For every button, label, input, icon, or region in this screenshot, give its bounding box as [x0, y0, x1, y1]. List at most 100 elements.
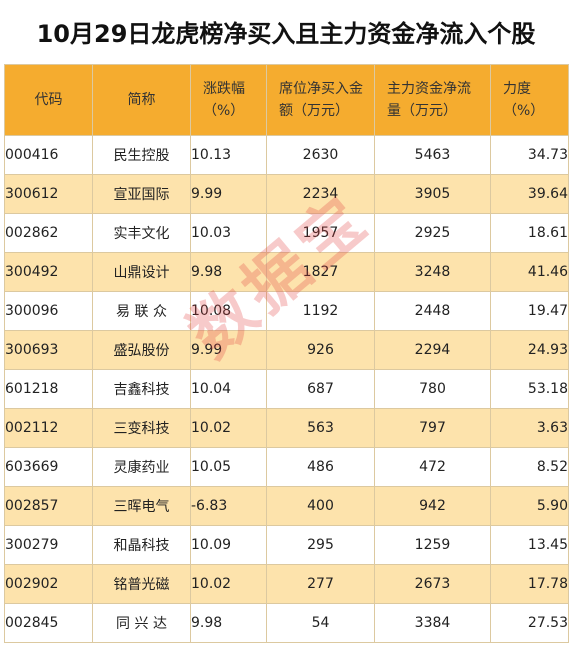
cell-force: 19.47 [490, 291, 569, 331]
cell-force: 5.90 [490, 486, 569, 526]
cell-main-flow: 2925 [374, 213, 491, 253]
cell-change: 10.02 [190, 564, 267, 604]
cell-code: 002112 [4, 408, 93, 448]
cell-name: 铭普光磁 [92, 564, 191, 604]
cell-code: 002862 [4, 213, 93, 253]
cell-change: 9.98 [190, 603, 267, 643]
cell-name: 山鼎设计 [92, 252, 191, 292]
cell-main-flow: 5463 [374, 135, 491, 175]
cell-code: 300693 [4, 330, 93, 370]
cell-main-flow: 942 [374, 486, 491, 526]
table-body: 000416 民生控股 10.13 2630 5463 34.73 300612 宣亚国际 9… [4, 135, 569, 643]
table-row: 603669 灵康药业 10.05 486 472 8.52 [4, 447, 569, 487]
cell-seat-buy: 54 [266, 603, 375, 643]
table-row: 002845 同 兴 达 9.98 54 3384 27.53 [4, 603, 569, 643]
cell-change: 9.99 [190, 330, 267, 370]
cell-code: 300492 [4, 252, 93, 292]
header-force: 力度 （%） [490, 64, 569, 136]
cell-code: 601218 [4, 369, 93, 409]
cell-seat-buy: 295 [266, 525, 375, 565]
table-row: 000416 民生控股 10.13 2630 5463 34.73 [4, 135, 569, 175]
header-name: 简称 [92, 64, 191, 136]
header-main-flow-l1: 主力资金净流 [387, 81, 471, 97]
cell-code: 300279 [4, 525, 93, 565]
cell-change: 9.99 [190, 174, 267, 214]
cell-seat-buy: 563 [266, 408, 375, 448]
table-row: 300693 盛弘股份 9.99 926 2294 24.93 [4, 330, 569, 370]
cell-force: 39.64 [490, 174, 569, 214]
cell-code: 300096 [4, 291, 93, 331]
cell-main-flow: 3384 [374, 603, 491, 643]
cell-seat-buy: 1957 [266, 213, 375, 253]
cell-name: 三晖电气 [92, 486, 191, 526]
cell-force: 53.18 [490, 369, 569, 409]
cell-force: 3.63 [490, 408, 569, 448]
header-row: 代码 简称 涨跌幅 （%） 席位净买入金 额（万元） 主力资金净流 量（万元） 力度 （… [4, 64, 569, 136]
table-row: 601218 吉鑫科技 10.04 687 780 53.18 [4, 369, 569, 409]
cell-force: 18.61 [490, 213, 569, 253]
cell-seat-buy: 1192 [266, 291, 375, 331]
table-row: 300612 宣亚国际 9.99 2234 3905 39.64 [4, 174, 569, 214]
cell-seat-buy: 400 [266, 486, 375, 526]
cell-main-flow: 472 [374, 447, 491, 487]
header-code: 代码 [4, 64, 93, 136]
cell-name: 实丰文化 [92, 213, 191, 253]
cell-name: 和晶科技 [92, 525, 191, 565]
cell-seat-buy: 926 [266, 330, 375, 370]
table-row: 300492 山鼎设计 9.98 1827 3248 41.46 [4, 252, 569, 292]
cell-force: 17.78 [490, 564, 569, 604]
header-seat-buy-l2: 额（万元） [279, 103, 349, 119]
cell-seat-buy: 277 [266, 564, 375, 604]
cell-force: 13.45 [490, 525, 569, 565]
cell-seat-buy: 1827 [266, 252, 375, 292]
header-change: 涨跌幅 （%） [190, 64, 267, 136]
cell-code: 300612 [4, 174, 93, 214]
cell-main-flow: 2294 [374, 330, 491, 370]
cell-main-flow: 2673 [374, 564, 491, 604]
cell-name: 三变科技 [92, 408, 191, 448]
cell-change: 10.08 [190, 291, 267, 331]
cell-main-flow: 3905 [374, 174, 491, 214]
cell-seat-buy: 2234 [266, 174, 375, 214]
cell-main-flow: 3248 [374, 252, 491, 292]
cell-force: 34.73 [490, 135, 569, 175]
cell-force: 41.46 [490, 252, 569, 292]
header-change-l1: 涨跌幅 [203, 81, 245, 97]
cell-name: 盛弘股份 [92, 330, 191, 370]
header-seat-buy-l1: 席位净买入金 [279, 81, 363, 97]
cell-change: 10.02 [190, 408, 267, 448]
table-row: 300096 易 联 众 10.08 1192 2448 19.47 [4, 291, 569, 331]
cell-seat-buy: 2630 [266, 135, 375, 175]
cell-change: 10.04 [190, 369, 267, 409]
cell-change: 9.98 [190, 252, 267, 292]
cell-name: 同 兴 达 [92, 603, 191, 643]
stock-table: 代码 简称 涨跌幅 （%） 席位净买入金 额（万元） 主力资金净流 量（万元） 力度 （… [4, 64, 569, 643]
cell-seat-buy: 687 [266, 369, 375, 409]
cell-main-flow: 1259 [374, 525, 491, 565]
cell-force: 27.53 [490, 603, 569, 643]
table-row: 300279 和晶科技 10.09 295 1259 13.45 [4, 525, 569, 565]
cell-change: 10.03 [190, 213, 267, 253]
cell-name: 灵康药业 [92, 447, 191, 487]
cell-code: 002902 [4, 564, 93, 604]
header-force-l2: （%） [503, 103, 545, 119]
table-header: 代码 简称 涨跌幅 （%） 席位净买入金 额（万元） 主力资金净流 量（万元） 力度 （… [4, 64, 569, 136]
table-row: 002112 三变科技 10.02 563 797 3.63 [4, 408, 569, 448]
cell-main-flow: 797 [374, 408, 491, 448]
cell-seat-buy: 486 [266, 447, 375, 487]
header-force-l1: 力度 [503, 81, 531, 97]
table-row: 002862 实丰文化 10.03 1957 2925 18.61 [4, 213, 569, 253]
cell-code: 002845 [4, 603, 93, 643]
cell-code: 000416 [4, 135, 93, 175]
cell-main-flow: 2448 [374, 291, 491, 331]
table-row: 002857 三晖电气 -6.83 400 942 5.90 [4, 486, 569, 526]
cell-force: 8.52 [490, 447, 569, 487]
cell-code: 002857 [4, 486, 93, 526]
cell-change: 10.13 [190, 135, 267, 175]
cell-main-flow: 780 [374, 369, 491, 409]
cell-change: 10.09 [190, 525, 267, 565]
cell-force: 24.93 [490, 330, 569, 370]
page-title: 10月29日龙虎榜净买入且主力资金净流入个股 [36, 19, 536, 48]
header-change-l2: （%） [203, 103, 245, 119]
cell-code: 603669 [4, 447, 93, 487]
